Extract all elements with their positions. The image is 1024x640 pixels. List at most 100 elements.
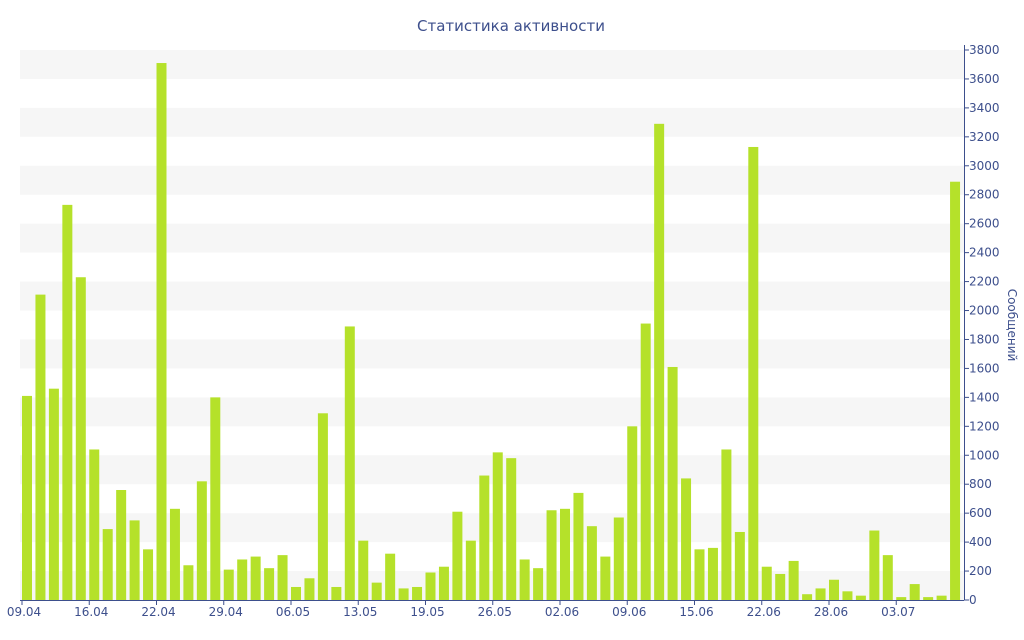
y-tick-label: 2200 xyxy=(969,275,1000,289)
y-tick-label: 2800 xyxy=(969,188,1000,202)
y-tick-label: 1600 xyxy=(969,361,1000,375)
x-tick-label: 28.06 xyxy=(814,605,848,619)
y-tick-label: 3800 xyxy=(969,43,1000,57)
bar xyxy=(721,449,732,600)
bar xyxy=(48,388,59,600)
bar xyxy=(950,181,961,600)
bar xyxy=(465,540,476,600)
bar xyxy=(654,123,665,600)
bar xyxy=(506,458,517,600)
bar xyxy=(412,586,423,600)
x-axis-ticks: 09.04 16.04 22.04 29.04 06.05 13.05 19.05 26.05… xyxy=(7,600,915,619)
bar xyxy=(331,586,342,600)
bar xyxy=(344,326,355,600)
y-tick-label: 3200 xyxy=(969,130,1000,144)
x-tick-label: 06.05 xyxy=(276,605,310,619)
bar xyxy=(936,595,947,600)
bar xyxy=(358,540,369,600)
bar xyxy=(277,555,288,600)
bar xyxy=(129,520,140,600)
chart-title: Статистика активности xyxy=(417,17,605,35)
bar xyxy=(183,565,194,600)
y-tick-label: 1000 xyxy=(969,448,1000,462)
bar xyxy=(102,529,113,600)
bar xyxy=(371,582,382,600)
x-tick-label: 26.05 xyxy=(478,605,512,619)
bar xyxy=(492,452,503,600)
bar xyxy=(425,572,436,600)
bar xyxy=(923,597,934,600)
bar xyxy=(694,549,705,600)
bar xyxy=(169,508,180,600)
bar xyxy=(398,588,409,600)
bar xyxy=(196,481,207,600)
bar xyxy=(586,526,597,600)
bar xyxy=(788,560,799,600)
y-tick-label: 1400 xyxy=(969,390,1000,404)
bar xyxy=(264,568,275,600)
bar xyxy=(882,555,893,600)
x-tick-label: 22.06 xyxy=(747,605,781,619)
bar xyxy=(855,595,866,600)
x-tick-label: 22.04 xyxy=(141,605,175,619)
y-tick-label: 200 xyxy=(969,564,992,578)
y-tick-label: 800 xyxy=(969,477,992,491)
bar xyxy=(438,566,449,600)
bar xyxy=(869,530,880,600)
y-tick-label: 3400 xyxy=(969,101,1000,115)
bar xyxy=(143,549,154,600)
bar xyxy=(519,559,530,600)
grid-band xyxy=(20,165,964,195)
x-tick-label: 09.06 xyxy=(612,605,646,619)
bar xyxy=(62,204,73,600)
bar xyxy=(842,591,853,600)
bar xyxy=(479,475,490,600)
bar-series xyxy=(22,63,961,600)
bar xyxy=(613,517,624,600)
bar xyxy=(156,63,167,600)
bar xyxy=(815,588,826,600)
bar xyxy=(761,566,772,600)
x-tick-label: 16.04 xyxy=(74,605,108,619)
bar xyxy=(546,510,557,600)
bar xyxy=(600,556,611,600)
grid-band xyxy=(20,339,964,369)
y-tick-label: 2400 xyxy=(969,246,1000,260)
bar xyxy=(317,413,328,600)
y-tick-label: 3000 xyxy=(969,159,1000,173)
bar xyxy=(748,146,759,600)
y-axis-ticks: 0 200 400 600 800 1000 1200 1400 1600 1800 2000 220… xyxy=(964,43,1000,607)
bar xyxy=(896,597,907,600)
bar xyxy=(35,294,46,600)
bar xyxy=(22,395,32,600)
x-tick-label: 03.07 xyxy=(881,605,915,619)
grid-band xyxy=(20,107,964,137)
bar xyxy=(734,531,745,600)
bar xyxy=(909,584,920,600)
bar xyxy=(250,556,261,600)
y-tick-label: 600 xyxy=(969,506,992,520)
grid-band xyxy=(20,455,964,485)
x-tick-label: 29.04 xyxy=(209,605,243,619)
y-tick-label: 0 xyxy=(969,593,977,607)
bar xyxy=(89,449,100,600)
bar xyxy=(707,547,718,600)
y-tick-label: 1800 xyxy=(969,332,1000,346)
y-axis-label: Сообщений xyxy=(1005,289,1019,362)
x-tick-label: 02.06 xyxy=(545,605,579,619)
bar xyxy=(223,569,234,600)
grid-bands xyxy=(20,50,964,600)
y-tick-label: 400 xyxy=(969,535,992,549)
bar xyxy=(291,586,301,600)
y-tick-label: 2600 xyxy=(969,217,1000,231)
bar xyxy=(667,366,678,600)
bar xyxy=(627,426,638,600)
grid-band xyxy=(20,281,964,311)
x-tick-label: 13.05 xyxy=(343,605,377,619)
bar xyxy=(829,579,839,600)
x-tick-label: 09.04 xyxy=(7,605,41,619)
bar xyxy=(452,511,463,600)
bar xyxy=(640,323,651,600)
grid-band xyxy=(20,397,964,427)
grid-band xyxy=(20,223,964,253)
